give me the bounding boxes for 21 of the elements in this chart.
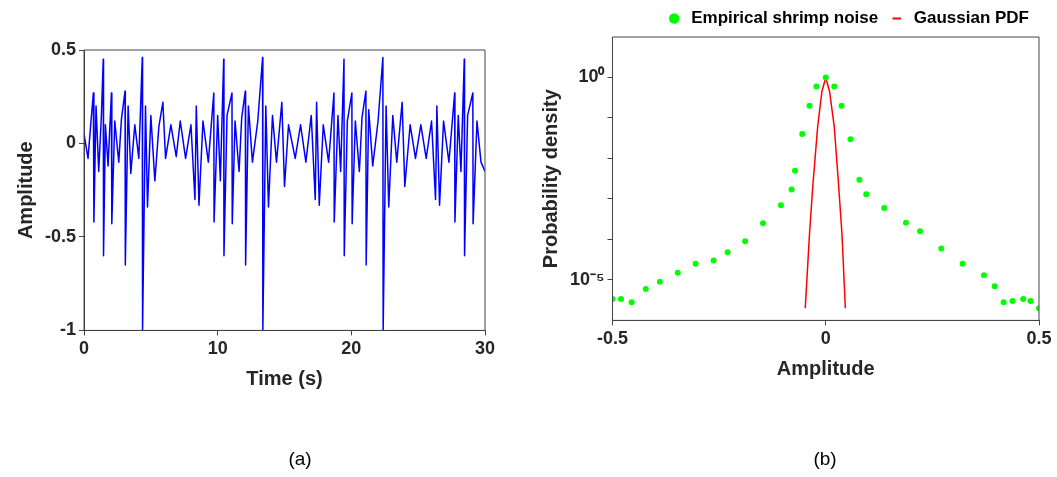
- x-tick-label: 20: [341, 338, 362, 359]
- x-tick-label: 0: [79, 338, 90, 359]
- y-tick-label: 10⁰: [578, 66, 606, 87]
- x-tick-label: 30: [474, 338, 496, 359]
- x-axis-title: Amplitude: [776, 356, 875, 379]
- x-tick-label: 0.5: [1026, 328, 1052, 349]
- y-axis-title: Amplitude: [13, 141, 36, 240]
- text: (a): [287, 448, 313, 470]
- y-tick-label: 0: [66, 132, 77, 153]
- x-tick-label: 0: [820, 328, 831, 349]
- x-tick-label: 10: [207, 338, 228, 359]
- legend-label: Gaussian PDF: [913, 8, 1030, 28]
- y-tick-label: -1: [60, 319, 77, 340]
- x-axis-title: Time (s): [246, 366, 323, 389]
- legend-label: Empirical shrimp noise: [691, 8, 879, 28]
- y-tick-label: -0.5: [44, 225, 77, 246]
- x-tick-label: -0.5: [596, 328, 628, 349]
- text: (b): [812, 448, 838, 470]
- y-axis-title: Probability density: [538, 88, 561, 269]
- y-tick-label: 10⁻⁵: [569, 268, 605, 289]
- y-tick-label: 0.5: [50, 38, 77, 59]
